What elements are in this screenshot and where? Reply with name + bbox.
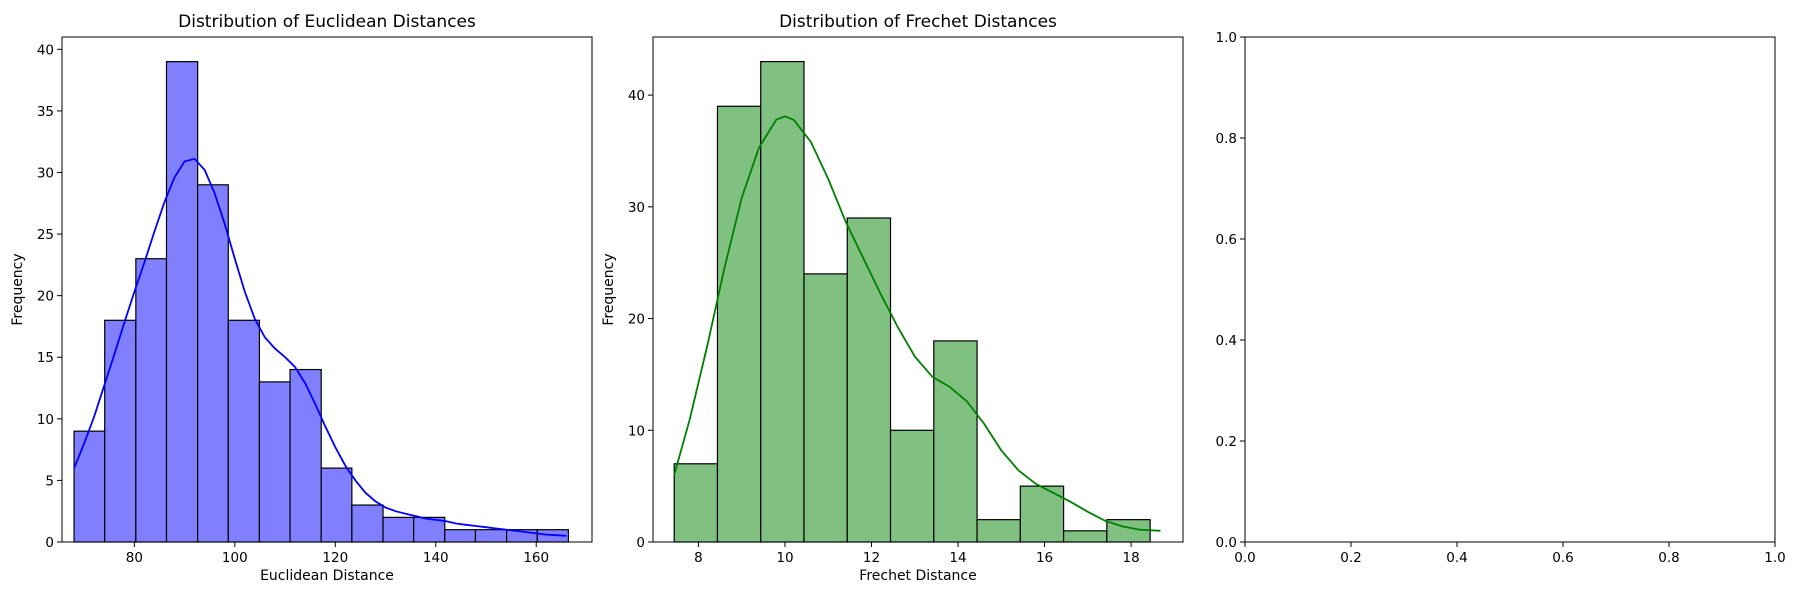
frechet-histogram-bar xyxy=(716,105,762,543)
empty-x-tick-label: 0.0 xyxy=(1234,550,1255,566)
frechet-histogram-bar xyxy=(889,429,935,543)
euclidean-histogram-bar xyxy=(73,430,106,543)
frechet-y-tick-label: 10 xyxy=(628,423,645,439)
euclidean-histogram-bar xyxy=(474,529,508,543)
empty-y-tick-label: 0.8 xyxy=(1216,131,1237,147)
empty-x-tick-label: 0.8 xyxy=(1658,550,1679,566)
empty-y-tick-label: 0.0 xyxy=(1216,535,1237,551)
euclidean-histogram-bar xyxy=(135,258,168,543)
empty-x-tick-label: 0.2 xyxy=(1340,550,1361,566)
euclidean-histogram-panel: Distribution of Euclidean Distances Eucl… xyxy=(10,12,593,584)
frechet-x-tick-label: 10 xyxy=(776,550,793,566)
frechet-x-axis-label: Frechet Distance xyxy=(859,568,976,584)
frechet-histogram-bar xyxy=(760,60,805,543)
euclidean-y-tick-label: 25 xyxy=(37,227,54,243)
empty-axes-frame xyxy=(1244,36,1776,543)
frechet-x-tick-label: 16 xyxy=(1036,550,1053,566)
euclidean-histogram-bar xyxy=(104,319,137,543)
empty-y-tick-label: 0.6 xyxy=(1216,232,1237,248)
euclidean-y-tick-label: 35 xyxy=(37,104,54,120)
euclidean-y-tick-label: 5 xyxy=(45,473,54,489)
euclidean-histogram-bar xyxy=(165,61,199,543)
empty-y-tick-label: 0.2 xyxy=(1216,434,1237,450)
frechet-x-tick-label: 12 xyxy=(863,550,880,566)
frechet-y-tick-label: 40 xyxy=(628,88,645,104)
euclidean-kde-curve xyxy=(73,157,567,537)
frechet-histogram-bar xyxy=(846,217,892,543)
frechet-histogram-bar xyxy=(1062,530,1108,543)
euclidean-histogram-bar xyxy=(444,529,477,543)
euclidean-y-axis-label: Frequency xyxy=(10,253,26,325)
frechet-histogram-panel: Distribution of Frechet Distances Freche… xyxy=(601,12,1184,584)
frechet-y-axis-label: Frequency xyxy=(601,253,617,325)
frechet-histogram-bar xyxy=(976,519,1021,543)
euclidean-histogram-bar xyxy=(289,368,322,543)
frechet-histogram-bar xyxy=(673,463,719,543)
empty-x-tick-label: 0.4 xyxy=(1446,550,1467,566)
euclidean-histogram-bar xyxy=(258,381,291,543)
frechet-axes-frame xyxy=(652,36,1184,543)
euclidean-y-tick-label: 40 xyxy=(37,42,54,58)
frechet-histogram-bar xyxy=(803,273,848,543)
frechet-chart-title: Distribution of Frechet Distances xyxy=(779,12,1057,32)
euclidean-y-tick-label: 15 xyxy=(37,350,54,366)
empty-y-tick-label: 0.4 xyxy=(1216,333,1237,349)
frechet-x-tick-label: 18 xyxy=(1122,550,1139,566)
euclidean-histogram-bar xyxy=(227,319,261,543)
euclidean-x-tick-label: 160 xyxy=(523,550,549,566)
euclidean-histogram-bar xyxy=(320,467,353,543)
euclidean-histogram-bar xyxy=(197,184,229,543)
euclidean-y-tick-label: 0 xyxy=(45,535,54,551)
frechet-x-tick-label: 8 xyxy=(694,550,703,566)
empty-x-tick-label: 1.0 xyxy=(1764,550,1785,566)
empty-axes-panel: 0.0 0.2 0.4 0.6 0.8 1.0 0.0 0.2 0.4 0.6 0.8 1.0 xyxy=(1216,30,1786,566)
frechet-y-tick-label: 20 xyxy=(628,312,645,328)
euclidean-chart-title: Distribution of Euclidean Distances xyxy=(178,12,476,32)
euclidean-axes-frame xyxy=(61,36,593,543)
euclidean-x-tick-label: 140 xyxy=(423,550,449,566)
frechet-kde-curve xyxy=(673,115,1161,532)
frechet-y-tick-label: 30 xyxy=(628,200,645,216)
euclidean-y-tick-label: 10 xyxy=(37,412,54,428)
empty-x-tick-label: 0.6 xyxy=(1552,550,1573,566)
euclidean-x-tick-label: 120 xyxy=(322,550,348,566)
frechet-histogram-bar xyxy=(933,340,978,543)
euclidean-x-tick-label: 100 xyxy=(222,550,248,566)
euclidean-y-tick-label: 30 xyxy=(37,165,54,181)
euclidean-y-tick-label: 20 xyxy=(37,289,54,305)
euclidean-x-tick-label: 80 xyxy=(126,550,143,566)
euclidean-x-axis-label: Euclidean Distance xyxy=(260,568,394,584)
empty-y-tick-label: 1.0 xyxy=(1216,30,1237,46)
euclidean-histogram-bar xyxy=(351,504,384,543)
euclidean-histogram-bar xyxy=(382,516,415,543)
frechet-x-tick-label: 14 xyxy=(949,550,966,566)
frechet-y-tick-label: 0 xyxy=(636,535,645,551)
